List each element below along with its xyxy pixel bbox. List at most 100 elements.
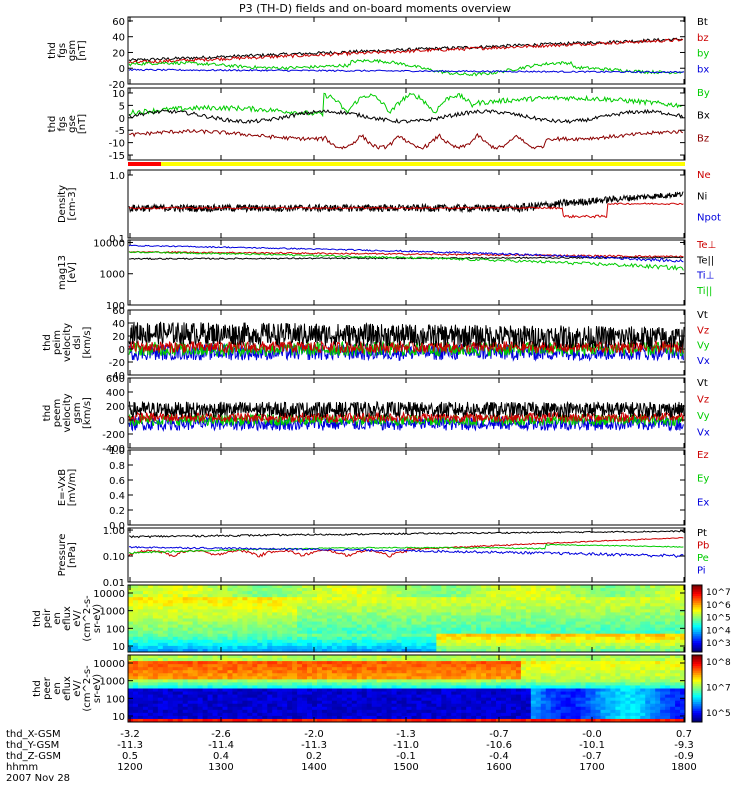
heatmap-cell	[491, 618, 497, 622]
heatmap-cell	[471, 633, 477, 638]
heatmap-cell	[680, 676, 686, 680]
heatmap-cell	[610, 612, 616, 616]
heatmap-cell	[680, 685, 686, 689]
heatmap-cell	[491, 688, 497, 692]
heatmap-cell	[331, 700, 338, 705]
heatmap-cell	[660, 624, 666, 629]
heatmap-cell	[436, 636, 442, 641]
heatmap-cell	[197, 612, 203, 616]
heatmap-cell	[237, 588, 243, 592]
heatmap-cell	[232, 591, 238, 595]
heatmap-cell	[416, 606, 422, 610]
heatmap-cell	[187, 639, 194, 644]
heatmap-cell	[257, 597, 263, 601]
heatmap-cell	[147, 691, 154, 695]
heatmap-cell	[555, 676, 562, 680]
heatmap-cell	[132, 603, 139, 607]
heatmap-cell	[277, 670, 283, 674]
heatmap-cell	[520, 697, 527, 702]
heatmap-cell	[277, 621, 283, 625]
heatmap-cell	[605, 703, 611, 708]
heatmap-cell	[610, 597, 616, 601]
heatmap-cell	[212, 627, 218, 632]
heatmap-cell	[650, 685, 656, 689]
heatmap-cell	[505, 606, 512, 610]
heatmap-cell	[436, 691, 442, 695]
heatmap-cell	[471, 667, 477, 671]
heatmap-cell	[446, 591, 452, 595]
heatmap-cell	[590, 597, 596, 601]
heatmap-cell	[525, 606, 532, 610]
y-axis-label: fgs	[57, 43, 68, 58]
heatmap-cell	[530, 585, 537, 589]
heatmap-cell	[545, 648, 552, 653]
heatmap-cell	[421, 585, 427, 589]
heatmap-cell	[580, 633, 586, 638]
legend-entry: Ez	[697, 450, 709, 461]
heatmap-cell	[128, 648, 134, 653]
panel-frame	[127, 449, 686, 526]
heatmap-cell	[665, 697, 671, 702]
heatmap-cell	[510, 700, 517, 705]
heatmap-cell	[505, 700, 512, 705]
heatmap-cell	[515, 648, 522, 653]
heatmap-cell	[376, 588, 383, 592]
heatmap-cell	[660, 600, 666, 604]
y-tick-label: -40	[109, 371, 125, 382]
heatmap-cell	[137, 682, 144, 686]
heatmap-cell	[625, 645, 631, 650]
heatmap-cell	[620, 700, 626, 705]
heatmap-cell	[520, 627, 527, 632]
heatmap-cell	[530, 597, 537, 601]
heatmap-cell	[366, 621, 373, 625]
heatmap-cell	[202, 633, 208, 638]
heatmap-cell	[336, 697, 343, 702]
heatmap-cell	[361, 591, 368, 595]
heatmap-cell	[386, 642, 392, 647]
heatmap-cell	[540, 661, 547, 665]
heatmap-cell	[356, 706, 363, 711]
heatmap-cell	[640, 645, 646, 650]
heatmap-cell	[366, 645, 373, 650]
heatmap-cell	[287, 667, 293, 671]
heatmap-cell	[212, 682, 218, 686]
heatmap-cell	[540, 670, 547, 674]
heatmap-cell	[262, 585, 268, 589]
heatmap-cell	[580, 697, 586, 702]
mode-bar-yellow	[161, 162, 685, 166]
heatmap-cell	[137, 655, 144, 659]
heatmap-cell	[222, 594, 228, 598]
heatmap-cell	[645, 591, 651, 595]
heatmap-cell	[242, 594, 248, 598]
heatmap-cell	[128, 658, 134, 662]
heatmap-cell	[655, 633, 661, 638]
heatmap-cell	[321, 694, 328, 699]
heatmap-cell	[505, 630, 512, 635]
heatmap-cell	[396, 664, 402, 668]
heatmap-cell	[555, 667, 562, 671]
heatmap-cell	[297, 597, 303, 601]
heatmap-cell	[560, 694, 567, 699]
heatmap-cell	[396, 648, 402, 653]
heatmap-cell	[346, 597, 353, 601]
heatmap-cell	[605, 615, 611, 619]
heatmap-cell	[421, 645, 427, 650]
heatmap-cell	[456, 691, 462, 695]
heatmap-cell	[331, 694, 338, 699]
heatmap-cell	[312, 606, 318, 610]
heatmap-cell	[620, 676, 626, 680]
heatmap-cell	[600, 636, 606, 641]
heatmap-cell	[132, 694, 139, 699]
heatmap-cell	[147, 609, 154, 613]
heatmap-cell	[655, 667, 661, 671]
heatmap-cell	[361, 670, 368, 674]
heatmap-cell	[665, 679, 671, 683]
heatmap-cell	[466, 703, 472, 708]
heatmap-cell	[172, 585, 179, 589]
y-tick-label: 1.0	[109, 446, 125, 457]
heatmap-cell	[401, 709, 407, 714]
heatmap-cell	[381, 633, 387, 638]
heatmap-cell	[565, 697, 572, 702]
heatmap-cell	[565, 645, 572, 650]
heatmap-cell	[406, 676, 412, 680]
